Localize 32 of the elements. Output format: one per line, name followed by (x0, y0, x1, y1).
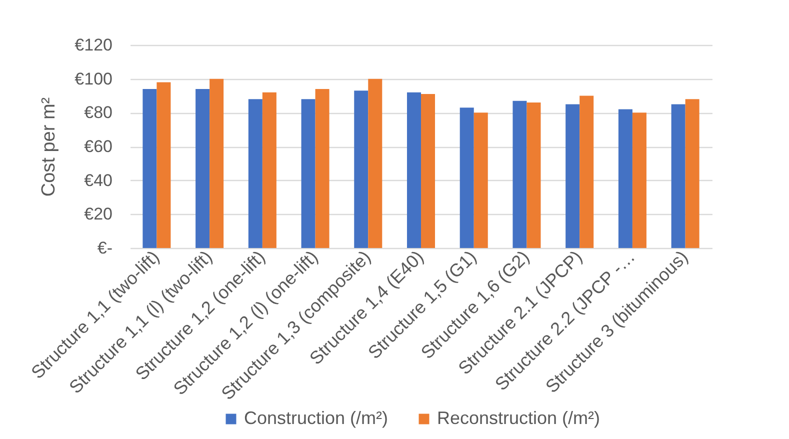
bar (301, 99, 316, 248)
y-tick-label: €120 (74, 36, 112, 54)
bar (196, 88, 210, 248)
bar (142, 88, 157, 248)
legend-label: Construction (/m²) (244, 408, 388, 428)
bar (671, 104, 686, 248)
y-tick-label: €60 (84, 137, 112, 156)
bar (580, 96, 594, 248)
bar (474, 112, 488, 248)
bar (262, 92, 276, 248)
y-tick-label: €100 (74, 69, 112, 88)
y-axis-title: Cost per m² (38, 97, 60, 197)
bar (156, 82, 171, 248)
bar (526, 102, 541, 248)
bar (315, 88, 330, 248)
bar (210, 78, 224, 248)
y-tick-label: €20 (84, 204, 112, 224)
bar (685, 99, 700, 248)
bar (248, 99, 262, 248)
bar (460, 108, 474, 248)
bar (406, 92, 421, 248)
y-tick-label: €40 (84, 170, 112, 190)
bar (512, 100, 527, 248)
bar (421, 94, 436, 248)
bar (368, 78, 382, 248)
bar (566, 104, 580, 248)
legend-label: Reconstruction (/m²) (437, 408, 600, 428)
bar (354, 90, 368, 248)
y-tick-label: €80 (84, 103, 112, 122)
bar (632, 112, 646, 248)
y-tick-label: €- (97, 238, 112, 258)
bar (618, 109, 632, 248)
